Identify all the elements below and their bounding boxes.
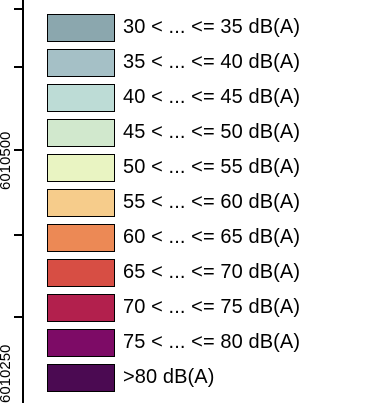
legend-label: 30 < ... <= 35 dB(A): [123, 16, 301, 38]
legend-item: >80 dB(A): [47, 360, 300, 395]
axis-label-northing-upper: 6010500: [0, 131, 14, 190]
legend-label: 55 < ... <= 60 dB(A): [123, 191, 301, 213]
legend-item: 45 < ... <= 50 dB(A): [47, 115, 300, 150]
legend-item: 65 < ... <= 70 dB(A): [47, 255, 300, 290]
axis-tick: [14, 316, 23, 318]
axis-tick: [14, 234, 23, 236]
legend-swatch: [47, 328, 115, 357]
legend-swatch: [47, 13, 115, 42]
legend-label: 50 < ... <= 55 dB(A): [123, 156, 301, 178]
legend-swatch: [47, 223, 115, 252]
legend-label: 35 < ... <= 40 dB(A): [123, 51, 301, 73]
legend-item: 70 < ... <= 75 dB(A): [47, 290, 300, 325]
map-legend: 30 < ... <= 35 dB(A) 35 < ... <= 40 dB(A…: [47, 10, 300, 395]
map-frame-line: [22, 0, 24, 403]
legend-item: 60 < ... <= 65 dB(A): [47, 220, 300, 255]
legend-label: 65 < ... <= 70 dB(A): [123, 261, 301, 283]
axis-tick: [14, 149, 23, 151]
legend-item: 40 < ... <= 45 dB(A): [47, 80, 300, 115]
axis-tick: [14, 8, 23, 10]
legend-label: 45 < ... <= 50 dB(A): [123, 121, 301, 143]
legend-swatch: [47, 153, 115, 182]
axis-label-northing-lower: 6010250: [0, 344, 14, 403]
legend-swatch: [47, 363, 115, 392]
legend-swatch: [47, 293, 115, 322]
axis-tick: [14, 66, 23, 68]
legend-item: 35 < ... <= 40 dB(A): [47, 45, 300, 80]
legend-swatch: [47, 258, 115, 287]
legend-swatch: [47, 188, 115, 217]
legend-item: 75 < ... <= 80 dB(A): [47, 325, 300, 360]
legend-label: 60 < ... <= 65 dB(A): [123, 226, 301, 248]
legend-item: 30 < ... <= 35 dB(A): [47, 10, 300, 45]
legend-item: 55 < ... <= 60 dB(A): [47, 185, 300, 220]
legend-label: 75 < ... <= 80 dB(A): [123, 331, 301, 353]
legend-item: 50 < ... <= 55 dB(A): [47, 150, 300, 185]
legend-label: 70 < ... <= 75 dB(A): [123, 296, 301, 318]
legend-swatch: [47, 83, 115, 112]
legend-swatch: [47, 118, 115, 147]
legend-label: 40 < ... <= 45 dB(A): [123, 86, 301, 108]
legend-label: >80 dB(A): [123, 366, 215, 388]
legend-swatch: [47, 48, 115, 77]
